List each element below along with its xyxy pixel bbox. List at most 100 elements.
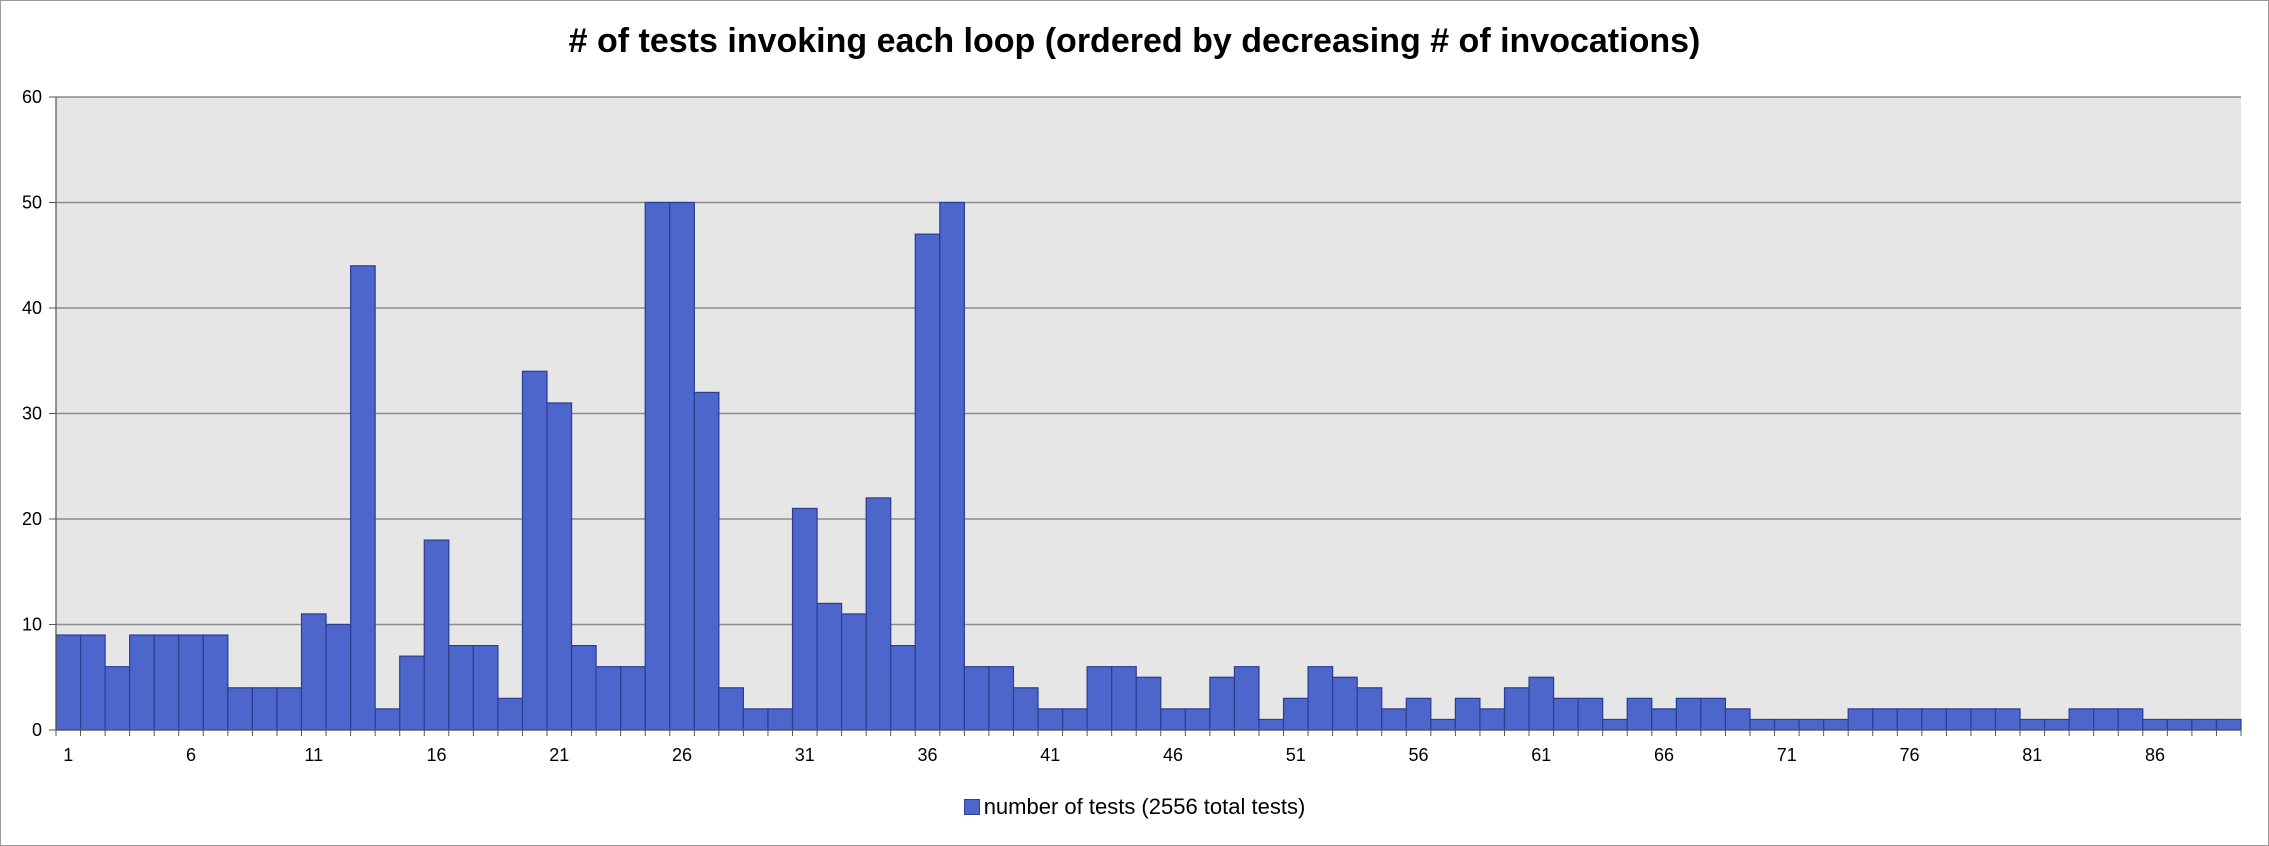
bar bbox=[1332, 676, 1358, 731]
x-tick-label: 41 bbox=[1040, 745, 1060, 765]
bar bbox=[1454, 697, 1481, 731]
x-tick-label: 71 bbox=[1777, 745, 1797, 765]
bar bbox=[2043, 718, 2070, 731]
x-tick-label: 26 bbox=[672, 745, 692, 765]
y-tick-label: 10 bbox=[22, 615, 42, 635]
bar bbox=[497, 697, 524, 731]
legend: number of tests (2556 total tests) bbox=[0, 794, 2269, 820]
legend-label: number of tests (2556 total tests) bbox=[983, 794, 1306, 819]
bar bbox=[595, 666, 622, 731]
bar bbox=[1872, 708, 1898, 731]
bar bbox=[1503, 687, 1530, 731]
x-tick-label: 56 bbox=[1409, 745, 1429, 765]
x-tick-label: 66 bbox=[1654, 745, 1674, 765]
x-tick-label: 81 bbox=[2022, 745, 2042, 765]
x-tick-label: 86 bbox=[2145, 745, 2165, 765]
bar bbox=[1037, 708, 1064, 731]
bar bbox=[1651, 708, 1677, 731]
bar bbox=[1970, 708, 1997, 731]
bar bbox=[2019, 718, 2046, 731]
bar bbox=[890, 644, 916, 731]
bar bbox=[963, 666, 990, 731]
bar bbox=[865, 497, 892, 731]
bar bbox=[644, 201, 671, 731]
x-tick-label: 11 bbox=[304, 745, 323, 765]
bar bbox=[1111, 666, 1137, 731]
bar bbox=[153, 634, 180, 731]
bar bbox=[1209, 676, 1236, 731]
bar bbox=[1896, 708, 1923, 731]
bar bbox=[1135, 676, 1162, 731]
bar bbox=[1381, 708, 1407, 731]
bar bbox=[1184, 708, 1211, 731]
x-tick-label: 21 bbox=[549, 745, 569, 765]
bar bbox=[129, 634, 155, 731]
bar bbox=[350, 265, 376, 731]
x-tick-label: 36 bbox=[918, 745, 938, 765]
bar bbox=[1552, 697, 1579, 731]
bar bbox=[2068, 708, 2095, 731]
bar bbox=[202, 634, 229, 731]
y-tick-label: 50 bbox=[22, 193, 42, 213]
bar bbox=[2191, 718, 2218, 731]
bar bbox=[55, 634, 82, 731]
bar bbox=[300, 613, 327, 731]
x-tick-label: 16 bbox=[427, 745, 447, 765]
bar bbox=[1528, 676, 1555, 731]
bar bbox=[251, 687, 278, 731]
bar bbox=[914, 233, 941, 731]
y-tick-label: 0 bbox=[32, 720, 42, 740]
x-tick-label: 51 bbox=[1286, 745, 1306, 765]
bar bbox=[2215, 718, 2242, 731]
bar bbox=[1012, 687, 1039, 731]
bar bbox=[178, 634, 204, 731]
bar bbox=[423, 539, 450, 731]
bar bbox=[546, 402, 573, 731]
bar bbox=[448, 644, 474, 731]
bar bbox=[1086, 666, 1113, 731]
bar bbox=[104, 666, 131, 731]
bar bbox=[1282, 697, 1309, 731]
bar bbox=[1307, 666, 1334, 731]
bar bbox=[1847, 708, 1874, 731]
bar bbox=[1430, 718, 1456, 731]
bar bbox=[2117, 708, 2144, 731]
bar bbox=[939, 201, 965, 731]
bar bbox=[1577, 697, 1604, 731]
x-tick-label: 1 bbox=[63, 745, 73, 765]
bar bbox=[1061, 708, 1088, 731]
bar bbox=[693, 391, 720, 731]
legend-swatch bbox=[963, 799, 980, 815]
chart-title: # of tests invoking each loop (ordered b… bbox=[568, 22, 1701, 60]
bar bbox=[988, 666, 1015, 731]
bar bbox=[1945, 708, 1972, 731]
x-tick-label: 46 bbox=[1163, 745, 1183, 765]
bar bbox=[841, 613, 867, 731]
bar bbox=[1749, 718, 1776, 731]
bar bbox=[227, 687, 254, 731]
bar bbox=[2142, 718, 2168, 731]
bar bbox=[2166, 718, 2193, 731]
bar bbox=[669, 201, 695, 731]
x-tick-label: 61 bbox=[1531, 745, 1551, 765]
bar bbox=[1675, 697, 1702, 731]
bar bbox=[1356, 687, 1383, 731]
y-tick-label: 60 bbox=[22, 87, 42, 107]
bar bbox=[472, 644, 499, 731]
bar bbox=[1773, 718, 1800, 731]
bar bbox=[767, 708, 794, 731]
y-tick-label: 40 bbox=[22, 298, 42, 318]
bar bbox=[2093, 708, 2119, 731]
y-tick-label: 20 bbox=[22, 509, 42, 529]
bar bbox=[816, 602, 843, 731]
bar bbox=[399, 655, 425, 731]
bar bbox=[742, 708, 769, 731]
bar bbox=[1405, 697, 1432, 731]
bar bbox=[1479, 708, 1506, 731]
bar bbox=[718, 687, 745, 731]
y-tick-label: 30 bbox=[22, 404, 42, 424]
bar bbox=[570, 644, 597, 731]
bar bbox=[325, 623, 352, 731]
bar bbox=[1823, 718, 1849, 731]
bar bbox=[374, 708, 401, 731]
